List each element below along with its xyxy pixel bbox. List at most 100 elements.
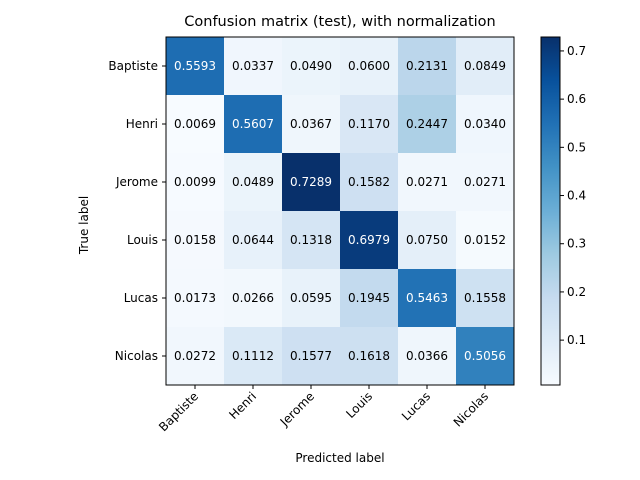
y-axis-label: True label [77, 196, 91, 255]
heatmap-cell [224, 153, 282, 211]
heatmap-cell [340, 95, 398, 153]
heatmap-cell-label: 0.0152 [464, 233, 506, 247]
heatmap-cell [224, 269, 282, 327]
plot-frame [165, 36, 515, 386]
colorbar-ticks: 0.1 0.2 0.3 0.4 0.5 0.6 0.7 [560, 44, 586, 347]
heatmap-cell-label: 0.0490 [290, 59, 332, 73]
colorbar-tick-label: 0.1 [567, 333, 586, 347]
x-tick-label: Lucas [399, 389, 433, 423]
heatmap-cell-label: 0.0367 [290, 117, 332, 131]
colorbar-tick-label: 0.2 [567, 285, 586, 299]
x-axis-label: Predicted label [295, 451, 384, 465]
heatmap-cell [224, 95, 282, 153]
heatmap-cells [166, 37, 514, 385]
heatmap-cell [282, 211, 340, 269]
heatmap-cell-label: 0.0337 [232, 59, 274, 73]
heatmap-cell [282, 37, 340, 95]
heatmap-cell [166, 327, 224, 385]
heatmap-cell [398, 37, 456, 95]
heatmap-cell-label: 0.0600 [348, 59, 390, 73]
heatmap-cell-label: 0.0271 [406, 175, 448, 189]
heatmap-cell-label: 0.5607 [232, 117, 274, 131]
heatmap-cell-label: 0.1618 [348, 349, 390, 363]
colorbar-tick-label: 0.6 [567, 92, 586, 106]
heatmap-cell-label: 0.0366 [406, 349, 448, 363]
heatmap-cell-label: 0.0266 [232, 291, 274, 305]
x-tick-label: Nicolas [451, 389, 491, 429]
heatmap-cell [166, 37, 224, 95]
y-axis-ticks: Baptiste Henri Jerome Louis Lucas Nicolas [108, 59, 166, 363]
x-axis-ticks: Baptiste Henri Jerome Louis Lucas Nicolas [156, 385, 491, 434]
x-tick-label: Baptiste [156, 389, 201, 434]
heatmap-cell-label: 0.5463 [406, 291, 448, 305]
heatmap-cell [224, 211, 282, 269]
heatmap-cell-label: 0.0340 [464, 117, 506, 131]
x-tick-label: Jerome [277, 389, 317, 429]
heatmap-cell-label: 0.1318 [290, 233, 332, 247]
heatmap-cell [398, 153, 456, 211]
colorbar-tick-label: 0.4 [567, 189, 586, 203]
colorbar [540, 36, 561, 386]
heatmap-cell-label: 0.0173 [174, 291, 216, 305]
heatmap-cell [456, 153, 514, 211]
heatmap-cell [282, 153, 340, 211]
heatmap-cell [456, 269, 514, 327]
heatmap-cell [456, 327, 514, 385]
heatmap-cell [224, 37, 282, 95]
heatmap-cell-label: 0.0489 [232, 175, 274, 189]
heatmap-cell [282, 95, 340, 153]
colorbar-tick-label: 0.3 [567, 237, 586, 251]
heatmap-cell [340, 37, 398, 95]
heatmap-cell-label: 0.2131 [406, 59, 448, 73]
heatmap-cell-label: 0.0644 [232, 233, 274, 247]
heatmap-cell-label: 0.0099 [174, 175, 216, 189]
heatmap-cell-label: 0.0158 [174, 233, 216, 247]
heatmap-cell [456, 37, 514, 95]
x-tick-label: Louis [343, 389, 375, 421]
heatmap-cell-label: 0.1577 [290, 349, 332, 363]
colorbar-tick-label: 0.7 [567, 44, 586, 58]
heatmap-cell-label: 0.5593 [174, 59, 216, 73]
heatmap-cell [166, 269, 224, 327]
heatmap-cell [340, 327, 398, 385]
heatmap-cell-label: 0.6979 [348, 233, 390, 247]
chart-title: Confusion matrix (test), with normalizat… [184, 14, 495, 30]
heatmap-cell [398, 211, 456, 269]
heatmap-cell [282, 327, 340, 385]
heatmap-cell-label: 0.0750 [406, 233, 448, 247]
heatmap-cell-label: 0.1582 [348, 175, 390, 189]
heatmap-cell-label: 0.7289 [290, 175, 332, 189]
heatmap-cell-label: 0.2447 [406, 117, 448, 131]
y-tick-label: Lucas [124, 291, 158, 305]
heatmap-cell-labels: 0.5593 0.0337 0.0490 0.0600 0.2131 0.0849 0.00… [174, 59, 506, 363]
heatmap-cell [398, 95, 456, 153]
heatmap-cell-label: 0.0069 [174, 117, 216, 131]
x-tick-label: Henri [226, 389, 259, 422]
heatmap-cell [282, 269, 340, 327]
y-tick-label: Jerome [115, 175, 158, 189]
heatmap-cell [456, 211, 514, 269]
heatmap-cell-label: 0.1170 [348, 117, 390, 131]
heatmap-cell-label: 0.1558 [464, 291, 506, 305]
heatmap-cell [456, 95, 514, 153]
heatmap-cell [398, 269, 456, 327]
heatmap-cell-label: 0.0271 [464, 175, 506, 189]
heatmap-cell [340, 153, 398, 211]
heatmap-cell [340, 211, 398, 269]
heatmap-cell-label: 0.5056 [464, 349, 506, 363]
heatmap-cell-label: 0.1945 [348, 291, 390, 305]
heatmap-cell [340, 269, 398, 327]
heatmap-cell-label: 0.1112 [232, 349, 274, 363]
heatmap-cell-label: 0.0272 [174, 349, 216, 363]
y-tick-label: Henri [126, 117, 158, 131]
heatmap-cell [166, 95, 224, 153]
y-tick-label: Nicolas [115, 349, 158, 363]
y-tick-label: Baptiste [108, 59, 158, 73]
colorbar-tick-label: 0.5 [567, 140, 586, 154]
heatmap-cell [166, 153, 224, 211]
y-tick-label: Louis [127, 233, 158, 247]
heatmap-cell-label: 0.0595 [290, 291, 332, 305]
heatmap-cell [398, 327, 456, 385]
heatmap-cell-label: 0.0849 [464, 59, 506, 73]
